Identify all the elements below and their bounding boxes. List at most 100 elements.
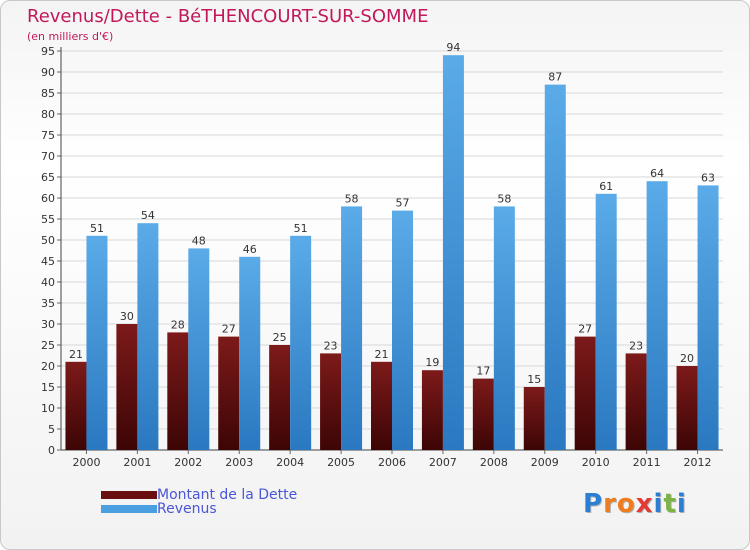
data-label-revenus: 87 <box>548 71 562 84</box>
y-tick-label: 40 <box>41 276 55 289</box>
y-tick-label: 85 <box>41 87 55 100</box>
x-tick-label: 2012 <box>684 456 712 469</box>
y-tick-label: 70 <box>41 150 55 163</box>
logo-letter: r <box>603 489 617 519</box>
x-tick-label: 2000 <box>72 456 100 469</box>
logo-letter: x <box>635 489 654 519</box>
data-label-revenus: 64 <box>650 167 664 180</box>
y-tick-label: 65 <box>41 171 55 184</box>
bar-revenus <box>341 206 363 450</box>
bar-revenus <box>697 185 719 450</box>
x-tick-label: 2011 <box>633 456 661 469</box>
data-label-revenus: 58 <box>497 192 511 205</box>
y-tick-label: 50 <box>41 234 55 247</box>
chart-title: Revenus/Dette - BéTHENCOURT-SUR-SOMME <box>27 6 429 27</box>
data-label-revenus: 58 <box>345 192 359 205</box>
data-label-revenus: 46 <box>243 243 257 256</box>
bar-dette <box>65 361 87 450</box>
data-label-dette: 23 <box>629 339 643 352</box>
data-label-dette: 25 <box>273 331 287 344</box>
bar-dette <box>472 378 494 450</box>
legend-swatch-dette <box>101 491 157 499</box>
data-label-revenus: 94 <box>446 41 460 54</box>
bar-revenus <box>290 235 312 450</box>
bar-dette <box>116 324 138 450</box>
bar-dette <box>371 361 392 450</box>
logo-letter: P <box>583 489 604 519</box>
data-label-revenus: 54 <box>141 209 155 222</box>
bar-revenus <box>392 210 413 450</box>
x-tick-label: 2006 <box>378 456 406 469</box>
data-label-dette: 21 <box>375 348 389 361</box>
y-tick-label: 90 <box>41 66 55 79</box>
data-label-dette: 15 <box>527 373 541 386</box>
data-label-dette: 19 <box>425 356 439 369</box>
logo-letter: o <box>616 489 636 519</box>
bar-dette <box>167 332 189 450</box>
data-label-dette: 21 <box>69 348 83 361</box>
bar-revenus <box>137 223 159 450</box>
data-label-revenus: 57 <box>396 197 410 210</box>
y-tick-label: 25 <box>41 339 55 352</box>
bar-dette <box>421 370 443 450</box>
data-label-dette: 20 <box>680 352 694 365</box>
x-tick-label: 2004 <box>276 456 304 469</box>
bar-dette <box>218 336 240 450</box>
data-label-revenus: 61 <box>599 180 613 193</box>
y-tick-label: 10 <box>41 402 55 415</box>
data-label-dette: 27 <box>222 323 236 336</box>
bar-dette <box>269 345 291 450</box>
bar-revenus <box>442 55 464 450</box>
x-tick-label: 2005 <box>327 456 355 469</box>
data-label-dette: 28 <box>171 318 185 331</box>
bar-dette <box>574 336 596 450</box>
legend-label-revenus: Revenus <box>157 501 217 517</box>
y-tick-label: 0 <box>48 444 55 457</box>
logo-letter: t <box>663 489 677 519</box>
data-label-dette: 30 <box>120 310 134 323</box>
bar-dette <box>625 353 647 450</box>
x-tick-label: 2007 <box>429 456 457 469</box>
data-label-revenus: 51 <box>294 222 308 235</box>
data-label-dette: 17 <box>476 365 490 378</box>
y-tick-label: 35 <box>41 297 55 310</box>
y-tick-label: 20 <box>41 360 55 373</box>
data-label-revenus: 48 <box>192 234 206 247</box>
legend-swatch-revenus <box>101 505 157 513</box>
x-tick-label: 2008 <box>480 456 508 469</box>
y-tick-label: 5 <box>48 423 55 436</box>
y-tick-label: 30 <box>41 318 55 331</box>
bar-revenus <box>493 206 515 450</box>
bar-dette <box>320 353 342 450</box>
y-tick-label: 60 <box>41 192 55 205</box>
legend-label-dette: Montant de la Dette <box>157 487 298 503</box>
chart-subtitle: (en milliers d'€) <box>27 30 114 43</box>
data-label-dette: 23 <box>324 339 338 352</box>
proxiti-logo: Proxiti <box>583 489 687 519</box>
bar-dette <box>676 366 698 450</box>
y-tick-label: 15 <box>41 381 55 394</box>
bar-revenus <box>188 248 210 450</box>
bar-revenus <box>86 235 108 450</box>
x-tick-label: 2010 <box>582 456 610 469</box>
bar-revenus <box>544 84 566 450</box>
y-tick-label: 95 <box>41 45 55 58</box>
data-label-revenus: 63 <box>701 171 715 184</box>
x-tick-label: 2009 <box>531 456 559 469</box>
logo-letter: i <box>653 489 664 519</box>
bar-dette <box>523 387 545 450</box>
x-tick-label: 2001 <box>123 456 151 469</box>
x-tick-label: 2002 <box>174 456 202 469</box>
bar-revenus <box>239 256 261 450</box>
bar-revenus <box>646 181 668 450</box>
bar-revenus <box>595 193 617 451</box>
data-label-revenus: 51 <box>90 222 104 235</box>
logo-letter: i <box>676 489 687 519</box>
y-tick-label: 80 <box>41 108 55 121</box>
x-tick-label: 2003 <box>225 456 253 469</box>
y-tick-label: 75 <box>41 129 55 142</box>
y-tick-label: 45 <box>41 255 55 268</box>
data-label-dette: 27 <box>578 323 592 336</box>
